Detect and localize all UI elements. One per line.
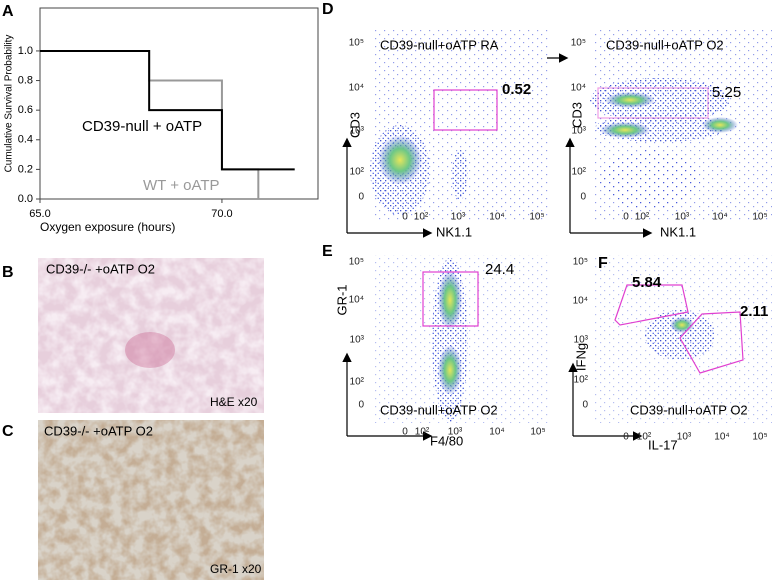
legend-label: WT + oATP (143, 177, 220, 194)
x-tick-label: 10⁵ (752, 432, 767, 443)
x-tick-label: 10² (415, 427, 430, 438)
y-tick-label: 10² (350, 377, 365, 388)
flow-axes (342, 53, 653, 441)
x-tick-label: 10³ (451, 212, 466, 223)
panel-label: A (2, 3, 14, 20)
x-tick-label: 10⁵ (529, 212, 544, 223)
gate-percentage: 24.4 (485, 261, 514, 278)
image-caption: CD39-/- +oATP O2 (46, 261, 155, 276)
y-tick-label: 0.2 (18, 163, 33, 175)
x-tick-label: 10⁴ (489, 427, 504, 438)
tissue-region (125, 332, 175, 368)
x-tick-label: 10⁴ (712, 212, 727, 223)
y-tick-label: 10⁴ (349, 295, 364, 306)
y-tick-label: 10⁵ (571, 38, 586, 49)
plot-title: CD39-null+oATP RA (380, 37, 499, 52)
y-tick-label: 10⁵ (349, 38, 364, 49)
y-tick-label: 0.4 (18, 134, 33, 146)
y-tick-label: 10³ (350, 335, 365, 346)
plot-title: CD39-null+oATP O2 (380, 402, 498, 417)
x-tick-label: 10³ (675, 212, 690, 223)
y-tick-label: 10⁴ (573, 296, 588, 307)
x-tick-label: 10⁵ (752, 212, 767, 223)
panel-label: D (322, 1, 334, 18)
panel-label: F (598, 255, 608, 272)
x-tick-label: 10⁴ (714, 432, 729, 443)
stain-label: H&E x20 (210, 395, 258, 409)
image-caption: CD39-/- +oATP O2 (44, 423, 153, 438)
x-tick-label: 0 (623, 212, 629, 223)
x-axis-label: NK1.1 (436, 224, 472, 239)
legend-label: CD39-null + oATP (82, 118, 202, 135)
y-tick-label: 1.0 (18, 45, 33, 57)
gates (422, 87, 744, 374)
flow-cloud (370, 30, 772, 423)
x-axis-label: F4/80 (430, 433, 463, 448)
x-tick-label: 10² (414, 212, 429, 223)
y-tick-label: 10³ (572, 126, 587, 137)
x-tick-label: 0 (623, 432, 629, 443)
x-tick-label: 10³ (677, 432, 692, 443)
x-tick-label: 65.0 (29, 208, 50, 220)
y-tick-label: 10⁵ (349, 257, 364, 268)
x-axis-label: NK1.1 (660, 224, 696, 239)
histology-texture (38, 420, 264, 580)
y-tick-label: 0.0 (18, 193, 33, 205)
histology-texture (38, 258, 264, 413)
y-tick-label: 0.8 (18, 74, 33, 86)
x-tick-label: 10³ (448, 427, 463, 438)
survival-curve (40, 49, 295, 171)
panel-label: B (2, 264, 14, 281)
y-axis-label: CD3 (347, 112, 362, 138)
y-tick-label: 10⁴ (349, 83, 364, 94)
y-tick-label: 0.6 (18, 104, 33, 116)
y-axis-label: CD3 (569, 102, 584, 128)
gate-percentage: 2.11 (740, 303, 768, 320)
panel-label: C (2, 423, 14, 440)
y-tick-label: 10⁴ (571, 83, 586, 94)
plot-title: CD39-null+oATP O2 (630, 402, 748, 417)
gate-percentage: 0.52 (502, 81, 531, 98)
y-tick-label: 0 (582, 400, 588, 411)
y-axis-label: GR-1 (334, 284, 349, 315)
plot-frame (39, 7, 319, 200)
x-axis-label: Oxygen exposure (hours) (40, 220, 175, 234)
y-axis-label: IFNg (573, 343, 588, 371)
gate-percentage: 5.25 (712, 84, 741, 101)
y-tick-label: 0 (358, 192, 364, 203)
y-tick-label: 0 (580, 192, 586, 203)
panel-label: E (322, 243, 333, 260)
x-tick-label: 10² (635, 212, 650, 223)
stain-label: GR-1 x20 (210, 562, 262, 576)
x-axis-label: IL-17 (648, 437, 678, 452)
x-tick-label: 10⁴ (489, 212, 504, 223)
y-tick-label: 10² (350, 167, 365, 178)
x-tick-label: 0 (402, 427, 408, 438)
y-tick-label: 10² (572, 167, 587, 178)
y-axis-label: Cumulative Survival Probability (4, 35, 15, 173)
x-tick-label: 10² (637, 432, 652, 443)
y-tick-label: 10³ (574, 335, 589, 346)
plot-title: CD39-null+oATP O2 (606, 37, 724, 52)
y-tick-label: 10² (574, 375, 589, 386)
y-tick-label: 10³ (350, 126, 365, 137)
y-tick-label: 0 (358, 400, 364, 411)
x-tick-label: 0 (402, 212, 408, 223)
x-tick-label: 10⁵ (530, 427, 545, 438)
gate-percentage: 5.84 (632, 274, 662, 291)
y-tick-label: 10⁵ (573, 257, 588, 268)
x-tick-label: 70.0 (211, 208, 232, 220)
